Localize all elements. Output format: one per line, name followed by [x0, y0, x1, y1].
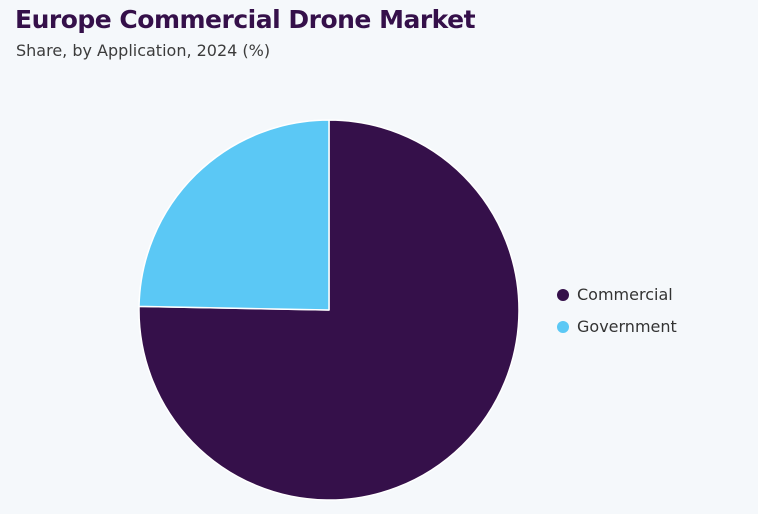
chart-title: Europe Commercial Drone Market — [15, 5, 476, 34]
legend-swatch-commercial — [557, 288, 569, 301]
legend-item-commercial[interactable]: Commercial — [557, 284, 677, 305]
legend: Commercial Government — [557, 284, 677, 348]
pie-slice-commercial[interactable] — [138, 119, 520, 501]
legend-item-government[interactable]: Government — [557, 316, 677, 337]
pie-slice-government[interactable] — [138, 119, 330, 311]
chart-subtitle: Share, by Application, 2024 (%) — [16, 41, 271, 60]
legend-label-government: Government — [577, 317, 677, 336]
legend-label-commercial: Commercial — [577, 285, 673, 304]
legend-swatch-government — [557, 320, 569, 333]
